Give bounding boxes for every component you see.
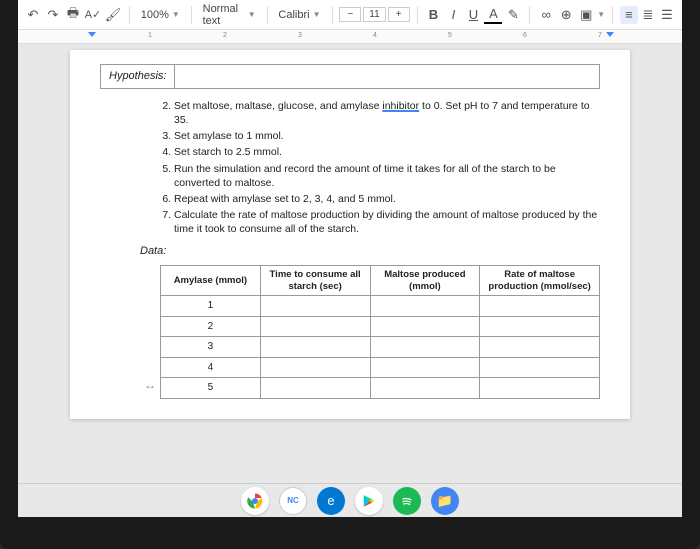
table-cell[interactable] — [260, 296, 370, 317]
step-item: Set amylase to 1 mmol. — [174, 129, 600, 143]
align-left-icon[interactable]: ≡ — [620, 6, 638, 24]
table-cell[interactable] — [480, 357, 600, 378]
fontsize-value[interactable]: 11 — [363, 7, 385, 22]
step-item: Set maltose, maltase, glucose, and amyla… — [174, 99, 600, 127]
chrome-icon[interactable] — [241, 487, 269, 515]
data-label: Data: — [140, 244, 600, 259]
table-cell[interactable] — [480, 316, 600, 337]
table-cell[interactable] — [370, 378, 480, 399]
font-dropdown[interactable]: Calibri ▼ — [274, 7, 324, 23]
table-cell[interactable] — [480, 296, 600, 317]
col-time: Time to consume all starch (sec) — [260, 266, 370, 296]
table-row[interactable]: 1 — [161, 296, 600, 317]
spotify-icon[interactable] — [393, 487, 421, 515]
spellcheck-icon[interactable]: A✓ — [84, 6, 102, 24]
table-resize-handle-icon[interactable]: ↔ — [144, 377, 156, 393]
hypothesis-label: Hypothesis: — [101, 65, 175, 88]
fontsize-plus[interactable]: + — [388, 7, 410, 22]
zoom-value: 100% — [141, 9, 169, 21]
left-margin-marker[interactable] — [88, 32, 96, 37]
undo-icon[interactable]: ↶ — [24, 6, 42, 24]
files-icon[interactable]: 📁 — [431, 487, 459, 515]
redo-icon[interactable]: ↷ — [44, 6, 62, 24]
table-cell[interactable] — [260, 316, 370, 337]
bold-button[interactable]: B — [424, 6, 442, 24]
table-cell[interactable] — [480, 337, 600, 358]
table-cell[interactable]: 2 — [161, 316, 261, 337]
font-value: Calibri — [278, 9, 309, 21]
ruler-num: 7 — [598, 32, 602, 39]
play-store-icon[interactable] — [355, 487, 383, 515]
highlight-button[interactable]: ✎ — [504, 6, 522, 24]
comment-icon[interactable]: ⊕ — [557, 6, 575, 24]
ruler-num: 5 — [448, 32, 452, 39]
procedure-steps: Set maltose, maltase, glucose, and amyla… — [160, 99, 600, 237]
table-cell[interactable] — [260, 378, 370, 399]
table-cell[interactable]: 3 — [161, 337, 261, 358]
spellcheck-underline: inhibitor — [382, 100, 419, 112]
table-row[interactable]: 2 — [161, 316, 600, 337]
taskbar: NC e 📁 — [18, 483, 682, 517]
italic-button[interactable]: I — [444, 6, 462, 24]
table-cell[interactable] — [370, 357, 480, 378]
page-area: Hypothesis: Set maltose, maltase, glucos… — [18, 44, 682, 483]
col-rate: Rate of maltose production (mmol/sec) — [480, 266, 600, 296]
table-cell[interactable] — [370, 296, 480, 317]
edge-icon[interactable]: e — [317, 487, 345, 515]
style-dropdown[interactable]: Normal text ▼ — [199, 1, 260, 29]
print-icon[interactable]: 🖶 — [64, 6, 82, 24]
table-cell[interactable] — [260, 337, 370, 358]
chevron-down-icon: ▼ — [172, 10, 180, 19]
step-item: Repeat with amylase set to 2, 3, 4, and … — [174, 192, 600, 206]
docs-toolbar: ↶ ↷ 🖶 A✓ 🖌 100% ▼ Normal text ▼ Calibri … — [18, 0, 682, 30]
text-color-button[interactable]: A — [484, 6, 502, 24]
hypothesis-field[interactable] — [175, 65, 599, 87]
step-item: Set starch to 2.5 mmol. — [174, 145, 600, 159]
col-amylase: Amylase (mmol) — [161, 266, 261, 296]
format-paint-icon[interactable]: 🖌 — [104, 6, 122, 24]
hypothesis-row: Hypothesis: — [100, 64, 600, 89]
ruler-num: 3 — [298, 32, 302, 39]
underline-button[interactable]: U — [464, 6, 482, 24]
fontsize-minus[interactable]: − — [339, 7, 361, 22]
ruler: 1 2 3 4 5 6 7 — [18, 30, 682, 44]
step-item: Run the simulation and record the amount… — [174, 162, 600, 190]
table-row[interactable]: 3 — [161, 337, 600, 358]
chevron-down-icon: ▼ — [313, 10, 321, 19]
table-cell[interactable] — [260, 357, 370, 378]
right-margin-marker[interactable] — [606, 32, 614, 37]
col-maltose: Maltose produced (mmol) — [370, 266, 480, 296]
table-cell[interactable] — [370, 316, 480, 337]
table-cell[interactable]: 1 — [161, 296, 261, 317]
ruler-num: 2 — [223, 32, 227, 39]
table-row[interactable]: 5 — [161, 378, 600, 399]
ruler-num: 1 — [148, 32, 152, 39]
style-value: Normal text — [203, 3, 245, 27]
table-cell[interactable] — [480, 378, 600, 399]
ruler-num: 6 — [523, 32, 527, 39]
zoom-dropdown[interactable]: 100% ▼ — [137, 7, 184, 23]
docs-icon[interactable]: NC — [279, 487, 307, 515]
ruler-num: 4 — [373, 32, 377, 39]
data-table[interactable]: Amylase (mmol) Time to consume all starc… — [160, 265, 600, 398]
table-cell[interactable]: 5 — [161, 378, 261, 399]
chevron-down-icon: ▼ — [248, 10, 256, 19]
link-icon[interactable]: ∞ — [537, 6, 555, 24]
chevron-down-icon: ▼ — [597, 10, 605, 19]
table-cell[interactable] — [370, 337, 480, 358]
document-page[interactable]: Hypothesis: Set maltose, maltase, glucos… — [70, 50, 630, 419]
line-spacing-icon[interactable]: ≣ — [639, 6, 657, 24]
list-icon[interactable]: ☰ — [658, 6, 676, 24]
image-icon[interactable]: ▣ — [577, 6, 595, 24]
table-row[interactable]: 4 — [161, 357, 600, 378]
table-header-row: Amylase (mmol) Time to consume all starc… — [161, 266, 600, 296]
table-cell[interactable]: 4 — [161, 357, 261, 378]
step-item: Calculate the rate of maltose production… — [174, 208, 600, 236]
